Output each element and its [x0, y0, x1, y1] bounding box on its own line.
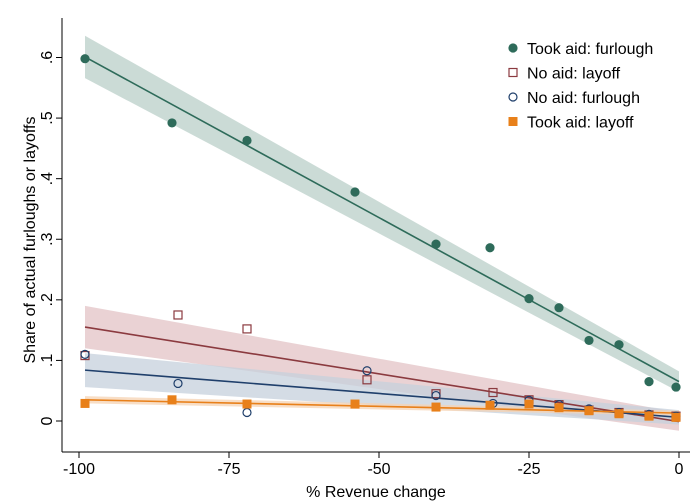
data-point: [362, 366, 372, 376]
x-tick-label: -25: [517, 461, 540, 478]
legend-label: No aid: layoff: [527, 66, 621, 83]
data-point: [167, 118, 177, 128]
data-point: [80, 398, 90, 408]
data-point: [671, 382, 681, 392]
data-point: [488, 387, 498, 398]
y-ticks: 0 .1 .2 .3 .4 .5 .6: [39, 51, 62, 425]
axes: -100 -75 -50 -25 0 0 .1 .2 .3 .4 .5 .6 % Revenue c…: [22, 18, 690, 501]
data-point: [524, 294, 534, 304]
fit-line: [84, 56, 680, 383]
data-point: [431, 239, 441, 249]
data-point: [584, 406, 594, 416]
fit-lines: [84, 56, 680, 423]
data-point: [431, 402, 441, 412]
data-point: [644, 377, 654, 387]
data-point: [644, 411, 654, 421]
data-points: [80, 54, 681, 422]
y-tick-label: .4: [39, 172, 56, 185]
data-point: [242, 399, 252, 409]
data-point: [485, 243, 495, 253]
y-tick-label: .3: [39, 232, 56, 245]
legend-label: No aid: furlough: [527, 90, 640, 107]
data-point: [242, 135, 252, 146]
y-tick-label: .2: [39, 293, 56, 306]
y-tick-label: 0: [39, 416, 56, 425]
legend-marker: [508, 43, 518, 53]
data-point: [350, 399, 360, 409]
data-point: [584, 335, 594, 346]
x-tick-label: -50: [367, 461, 390, 478]
data-point: [173, 378, 183, 389]
data-point: [173, 310, 183, 320]
data-point: [167, 395, 177, 405]
x-axis-label: % Revenue change: [306, 484, 446, 501]
x-tick-label: -100: [63, 461, 95, 478]
data-point: [485, 400, 495, 410]
legend-label: Took aid: layoff: [527, 115, 634, 132]
data-point: [242, 324, 252, 334]
data-point: [524, 399, 534, 409]
y-tick-label: .6: [39, 51, 56, 64]
data-point: [614, 409, 624, 419]
legend-marker: [508, 92, 518, 102]
legend-label: Took aid: furlough: [527, 41, 653, 58]
y-axis-label: Share of actual furloughs or layoffs: [22, 117, 39, 364]
data-point: [554, 303, 564, 313]
fit-line: [84, 398, 680, 414]
fit-line: [84, 369, 680, 419]
data-point: [80, 349, 90, 359]
data-point: [671, 412, 681, 422]
x-tick-label: -75: [217, 461, 240, 478]
x-ticks: -100 -75 -50 -25 0: [63, 452, 684, 478]
data-point: [350, 187, 360, 197]
y-tick-label: .5: [39, 111, 56, 124]
fit-line: [84, 326, 680, 423]
data-point: [614, 340, 624, 350]
data-point: [431, 390, 441, 401]
legend-marker: [508, 117, 518, 126]
legend: Took aid: furlough No aid: layoff No aid: …: [508, 41, 653, 132]
data-point: [362, 375, 372, 385]
data-point: [80, 54, 90, 64]
x-tick-label: 0: [675, 461, 684, 478]
legend-marker: [508, 67, 518, 78]
y-tick-label: .1: [39, 354, 56, 367]
data-point: [554, 403, 564, 413]
